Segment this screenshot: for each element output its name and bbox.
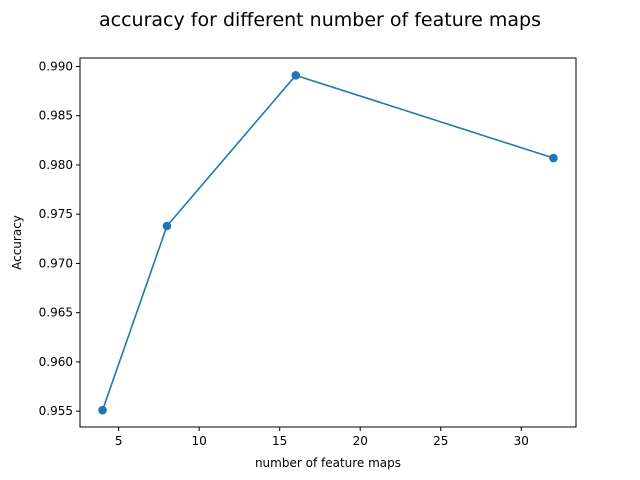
- y-tick-label: 0.980: [39, 158, 73, 172]
- x-tick-label: 30: [514, 434, 529, 448]
- data-point: [291, 71, 301, 80]
- x-axis-label: number of feature maps: [255, 456, 401, 470]
- data-point: [549, 153, 558, 163]
- series-line: [101, 74, 554, 411]
- data-point: [162, 221, 172, 231]
- y-tick-label: 0.960: [39, 355, 73, 369]
- plot-frame: [79, 57, 577, 428]
- x-tick-label: 25: [433, 434, 448, 448]
- y-tick-label: 0.975: [39, 207, 73, 221]
- y-tick-label: 0.970: [39, 256, 73, 270]
- x-tick-label: 20: [353, 434, 368, 448]
- y-axis-label: Accuracy: [10, 215, 24, 270]
- y-axis: 0.955 0.960 0.965 0.970 0.975 0.980 0.985 0.990: [39, 59, 80, 418]
- chart-title: accuracy for different number of feature…: [99, 9, 541, 31]
- data-point: [98, 405, 107, 415]
- series-layer: [98, 71, 558, 415]
- plot-area: [79, 57, 577, 428]
- y-tick-label: 0.955: [39, 404, 73, 418]
- x-axis: 5 10 15 20 25 30: [115, 427, 529, 448]
- x-tick-label: 15: [272, 434, 287, 448]
- y-tick-label: 0.965: [39, 306, 73, 320]
- y-tick-label: 0.990: [39, 59, 73, 73]
- x-tick-label: 5: [115, 434, 123, 448]
- x-tick-label: 10: [192, 434, 207, 448]
- y-tick-label: 0.985: [39, 109, 73, 123]
